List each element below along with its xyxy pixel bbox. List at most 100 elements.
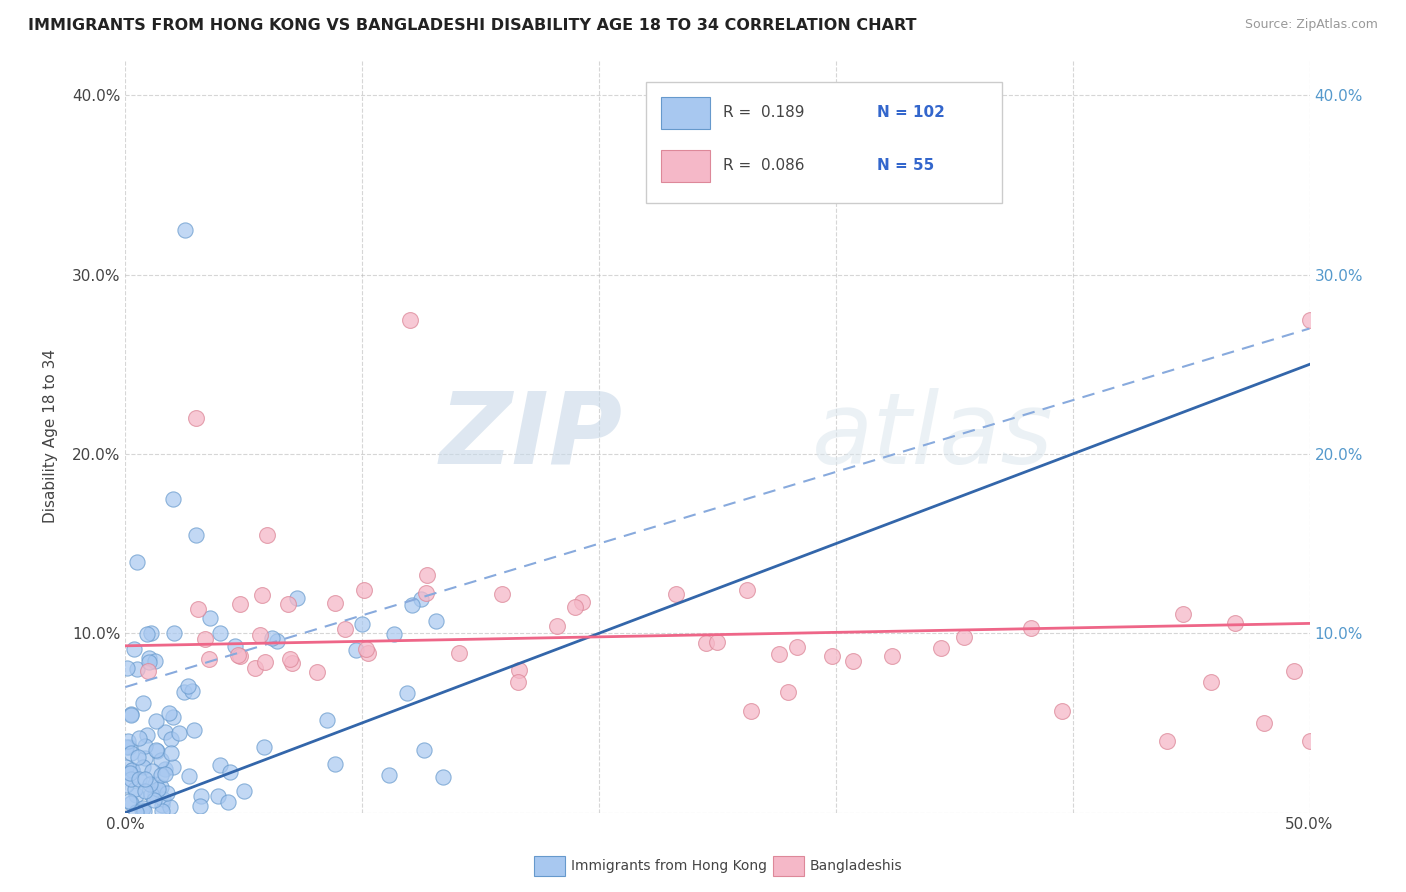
Point (149, 753, 172, 767)
Point (323, 757, 346, 772)
Point (209, 757, 232, 772)
Point (256, 527, 278, 541)
Point (226, 648, 249, 662)
Point (115, 740, 138, 755)
Point (150, 798, 173, 813)
Point (152, 792, 174, 806)
Point (413, 743, 436, 757)
Point (142, 793, 165, 807)
Point (401, 599, 423, 613)
Point (117, 733, 139, 747)
Point (280, 652, 302, 666)
Point (508, 663, 530, 677)
Point (162, 710, 184, 724)
Point (224, 639, 246, 653)
Point (281, 656, 304, 670)
Point (266, 633, 288, 648)
Point (122, 641, 145, 656)
Point (145, 777, 167, 791)
Point (194, 632, 217, 647)
Point (398, 312, 420, 326)
Text: N = 55: N = 55 (877, 158, 935, 172)
Point (162, 491, 184, 506)
Point (134, 784, 156, 798)
Point (880, 649, 903, 664)
Point (118, 794, 141, 808)
Point (447, 646, 470, 660)
Point (120, 746, 142, 760)
Point (145, 787, 167, 801)
Point (132, 760, 155, 774)
Point (136, 664, 159, 678)
Point (138, 650, 160, 665)
Text: R =  0.086: R = 0.086 (723, 158, 804, 172)
Point (134, 772, 156, 787)
Point (1225, 615, 1247, 630)
Point (277, 597, 299, 611)
Point (1298, 312, 1320, 326)
Bar (661, 150, 710, 182)
Point (120, 772, 142, 786)
Text: Immigrants from Hong Kong: Immigrants from Hong Kong (571, 859, 766, 873)
Point (162, 760, 184, 774)
Point (432, 770, 454, 784)
Point (120, 796, 142, 810)
Point (141, 764, 163, 778)
Point (159, 800, 181, 814)
Point (120, 706, 142, 721)
Point (173, 685, 195, 699)
Point (229, 597, 252, 611)
Point (125, 662, 148, 676)
Point (125, 805, 148, 819)
Point (249, 628, 271, 642)
Point (187, 601, 209, 615)
Point (1199, 674, 1222, 689)
Point (176, 679, 198, 693)
Point (134, 751, 156, 765)
Point (128, 772, 150, 786)
Point (396, 685, 419, 699)
Point (118, 766, 141, 780)
Point (706, 635, 728, 649)
Text: Bangladeshis: Bangladeshis (810, 859, 903, 873)
Point (218, 765, 240, 780)
Point (316, 714, 339, 728)
Point (285, 591, 308, 606)
Text: Source: ZipAtlas.com: Source: ZipAtlas.com (1244, 18, 1378, 31)
Point (735, 582, 758, 597)
Text: ZIP: ZIP (440, 387, 623, 484)
Point (145, 743, 167, 757)
Point (125, 788, 148, 802)
Point (135, 728, 157, 742)
Point (217, 795, 239, 809)
Point (354, 641, 377, 656)
Point (128, 731, 150, 746)
Point (120, 707, 142, 722)
Point (323, 596, 346, 610)
Point (352, 616, 374, 631)
Point (145, 714, 167, 728)
Point (115, 661, 138, 675)
Point (1298, 734, 1320, 748)
Point (183, 723, 205, 738)
Point (157, 706, 180, 720)
Point (141, 787, 163, 801)
Point (506, 674, 529, 689)
Point (1171, 607, 1194, 622)
FancyBboxPatch shape (647, 82, 1001, 202)
Point (153, 766, 176, 780)
Point (953, 630, 976, 644)
Point (425, 614, 447, 628)
Point (127, 555, 149, 569)
Point (149, 767, 172, 781)
Point (571, 595, 593, 609)
Point (148, 782, 170, 797)
Y-axis label: Disability Age 18 to 34: Disability Age 18 to 34 (44, 349, 58, 523)
Point (353, 583, 375, 598)
Point (821, 649, 844, 664)
Point (179, 769, 201, 783)
Point (229, 648, 252, 663)
Point (114, 778, 136, 792)
Point (138, 655, 160, 669)
Point (134, 804, 156, 818)
